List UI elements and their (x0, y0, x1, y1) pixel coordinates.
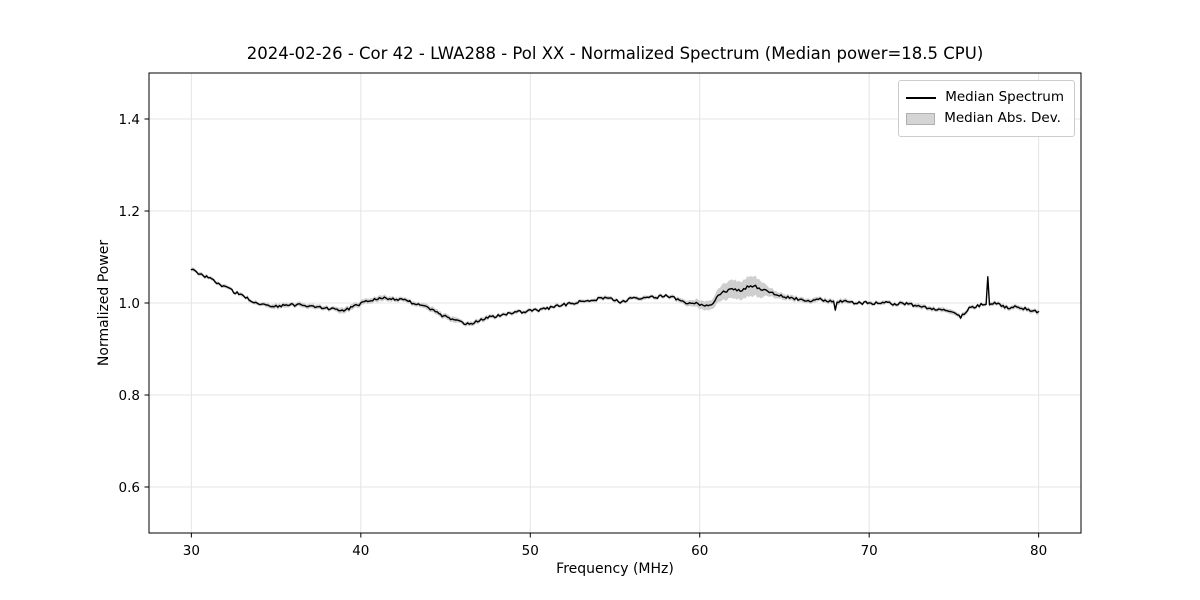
y-tick-label: 1.0 (119, 296, 140, 312)
legend-item-median-spectrum: Median Spectrum (906, 87, 1064, 108)
median-spectrum-line (190, 268, 1040, 326)
patch-swatch-icon (906, 112, 936, 125)
x-tick-label: 30 (183, 543, 200, 559)
y-axis-label: Normalized Power (96, 239, 112, 367)
y-tick-label: 1.2 (119, 204, 140, 220)
y-tick-label: 0.6 (119, 480, 140, 496)
x-axis-label: Frequency (MHz) (556, 561, 674, 577)
legend-label-median-spectrum: Median Spectrum (945, 88, 1064, 105)
legend-item-median-abs-dev: Median Abs. Dev. (906, 108, 1064, 129)
x-tick-label: 40 (352, 543, 369, 559)
y-tick-label: 1.4 (119, 112, 140, 128)
chart-title: 2024-02-26 - Cor 42 - LWA288 - Pol XX - … (246, 44, 984, 63)
line-swatch-icon (906, 96, 937, 99)
y-tick-label: 0.8 (119, 388, 140, 404)
x-tick-label: 80 (1030, 543, 1047, 559)
grid-lines (149, 73, 1081, 533)
axis-tick-labels: 30 40 50 60 70 80 0.6 0.8 1.0 1.2 1.4 (119, 112, 1048, 559)
legend-label-median-abs-dev: Median Abs. Dev. (944, 109, 1061, 126)
x-tick-label: 50 (522, 543, 539, 559)
median-abs-dev-band (191, 267, 1039, 327)
axis-ticks (144, 118, 1040, 538)
x-tick-label: 60 (691, 543, 708, 559)
legend: Median Spectrum Median Abs. Dev. (898, 80, 1075, 137)
x-tick-label: 70 (861, 543, 878, 559)
